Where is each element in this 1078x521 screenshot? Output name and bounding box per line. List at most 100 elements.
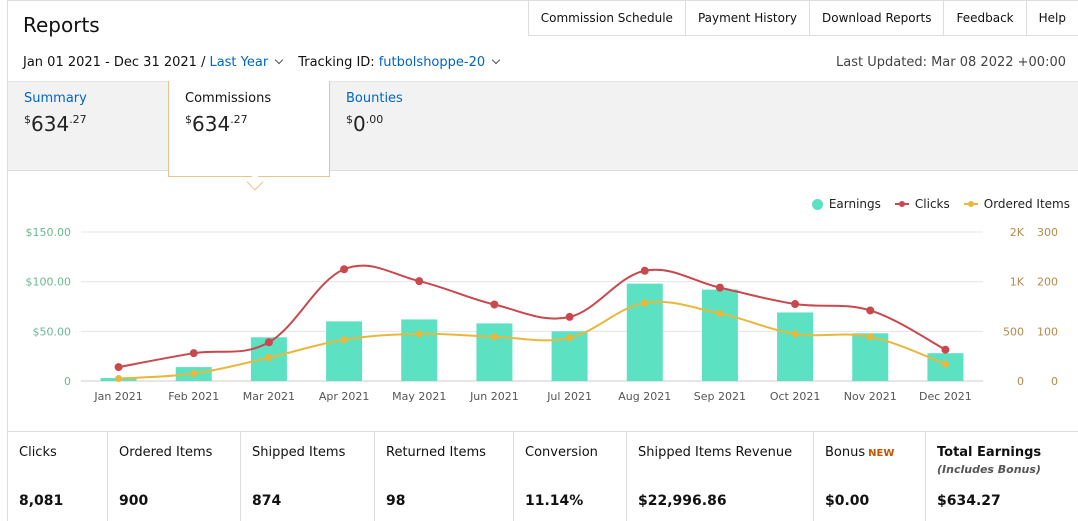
page-title: Reports <box>23 13 100 37</box>
clicks-point <box>415 277 424 286</box>
tab-commissions[interactable]: Commissions $634.27 <box>168 81 330 177</box>
tab-bounties[interactable]: Bounties $0.00 <box>330 81 490 177</box>
x-tick-label: Feb 2021 <box>168 390 219 403</box>
ordered-items-point <box>716 309 724 317</box>
y-right2-tick-label: 200 <box>1037 276 1058 289</box>
ordered-items-line <box>118 300 946 380</box>
new-badge: NEW <box>868 448 895 459</box>
tab-summary[interactable]: Summary $634.27 <box>8 81 168 177</box>
ordered-items-point <box>190 370 198 378</box>
y-right2-tick-label: 300 <box>1037 226 1058 239</box>
clicks-point <box>114 363 123 372</box>
ordered-items-point <box>115 375 123 383</box>
earnings-bar <box>326 321 363 381</box>
tab-bounties-label: Bounties <box>346 91 403 106</box>
y-right2-tick-label: 0 <box>1051 375 1058 388</box>
stat-ordered-items-value: 900 <box>119 493 149 509</box>
x-tick-label: Jun 2021 <box>469 390 519 403</box>
ordered-items-point <box>641 299 649 307</box>
stat-total-earnings-value: $634.27 <box>937 493 1001 509</box>
x-tick-label: Dec 2021 <box>919 390 972 403</box>
clicks-point <box>941 345 950 354</box>
help-button[interactable]: Help <box>1038 11 1066 25</box>
y-right1-tick-label: 500 <box>1003 325 1024 338</box>
clicks-line <box>118 264 946 369</box>
legend-ordered-items[interactable]: Ordered Items <box>963 197 1070 211</box>
payment-history-button[interactable]: Payment History <box>686 1 810 36</box>
x-tick-label: Jan 2021 <box>93 390 142 403</box>
clicks-point <box>264 338 273 347</box>
tracking-id-dropdown[interactable]: futbolshoppe-20 <box>378 55 501 70</box>
tracking-id-value: futbolshoppe-20 <box>378 55 486 70</box>
filter-bar: Jan 01 2021 - Dec 31 2021 / Last Year Tr… <box>23 55 501 70</box>
reports-page: Reports Commission Schedule Payment Hist… <box>7 0 1078 521</box>
stat-clicks-value: 8,081 <box>19 493 64 509</box>
legend-earnings[interactable]: Earnings <box>811 197 881 211</box>
earnings-swatch <box>811 198 823 210</box>
earnings-bar <box>401 319 438 381</box>
top-nav: Commission Schedule Payment History Down… <box>527 1 1078 36</box>
stat-conversion: Conversion 11.14% <box>514 432 627 521</box>
ordered-items-point <box>265 354 273 362</box>
ordered-items-point <box>340 336 348 344</box>
y-right1-tick-label: 1K <box>1010 276 1025 289</box>
tab-commissions-label: Commissions <box>185 91 272 106</box>
ordered-items-point <box>791 330 799 338</box>
clicks-point <box>866 306 875 315</box>
stat-shipped-revenue: Shipped Items Revenue $22,996.86 <box>627 432 814 521</box>
clicks-point <box>791 300 800 309</box>
earnings-bar <box>777 312 814 381</box>
ordered-items-point <box>941 360 949 368</box>
clicks-point <box>490 300 499 309</box>
ordered-items-point <box>866 333 874 341</box>
ordered-items-point <box>415 330 423 338</box>
ordered-items-point <box>566 334 574 342</box>
tab-summary-label: Summary <box>24 91 87 106</box>
clicks-point <box>189 349 198 358</box>
y-left-tick-label: $150.00 <box>26 226 72 239</box>
clicks-point <box>565 312 574 321</box>
x-tick-label: Mar 2021 <box>243 390 295 403</box>
x-tick-label: May 2021 <box>392 390 446 403</box>
earnings-bar <box>852 333 889 381</box>
x-tick-label: Jul 2021 <box>546 390 592 403</box>
period-dropdown[interactable]: Last Year <box>209 55 284 70</box>
date-range-text: Jan 01 2021 - Dec 31 2021 / <box>23 55 206 70</box>
y-right2-tick-label: 100 <box>1037 325 1058 338</box>
x-tick-label: Oct 2021 <box>770 390 821 403</box>
stats-bar: Clicks 8,081 Ordered Items 900 Shipped Ite… <box>8 431 1078 521</box>
x-tick-label: Sep 2021 <box>694 390 746 403</box>
commissions-amount: $634.27 <box>185 112 248 136</box>
y-right1-tick-label: 0 <box>1017 375 1024 388</box>
earnings-bar <box>476 323 513 381</box>
x-tick-label: Nov 2021 <box>844 390 897 403</box>
y-left-tick-label: 0 <box>64 375 71 388</box>
stat-returned-items-value: 98 <box>386 493 406 509</box>
clicks-swatch <box>894 199 909 209</box>
tracking-id-label: Tracking ID: <box>298 55 375 70</box>
stat-shipped-items: Shipped Items 874 <box>241 432 375 521</box>
y-left-tick-label: $50.00 <box>33 325 72 338</box>
last-updated-text: Last Updated: Mar 08 2022 +00:00 <box>836 55 1066 70</box>
stat-shipped-revenue-value: $22,996.86 <box>638 493 727 509</box>
chart-legend: Earnings Clicks Ordered Items <box>811 197 1070 211</box>
stat-bonus: Bonus NEW $0.00 <box>814 432 926 521</box>
commission-schedule-button[interactable]: Commission Schedule <box>529 1 686 36</box>
feedback-button[interactable]: Feedback <box>944 1 1027 36</box>
clicks-point <box>340 265 349 274</box>
clicks-point <box>715 283 724 292</box>
bounties-amount: $0.00 <box>346 112 384 136</box>
x-tick-label: Apr 2021 <box>319 390 370 403</box>
stat-clicks: Clicks 8,081 <box>8 432 108 521</box>
stat-conversion-value: 11.14% <box>525 493 584 509</box>
x-tick-label: Aug 2021 <box>618 390 671 403</box>
stat-returned-items: Returned Items 98 <box>375 432 514 521</box>
download-reports-button[interactable]: Download Reports <box>810 1 945 36</box>
ordered-items-swatch <box>963 199 978 209</box>
legend-clicks[interactable]: Clicks <box>894 197 950 211</box>
y-left-tick-label: $100.00 <box>26 276 72 289</box>
period-label: Last Year <box>209 55 269 70</box>
stat-total-earnings: Total Earnings (Includes Bonus) $634.27 <box>937 445 1042 509</box>
ordered-items-point <box>490 333 498 341</box>
clicks-point <box>640 266 649 275</box>
